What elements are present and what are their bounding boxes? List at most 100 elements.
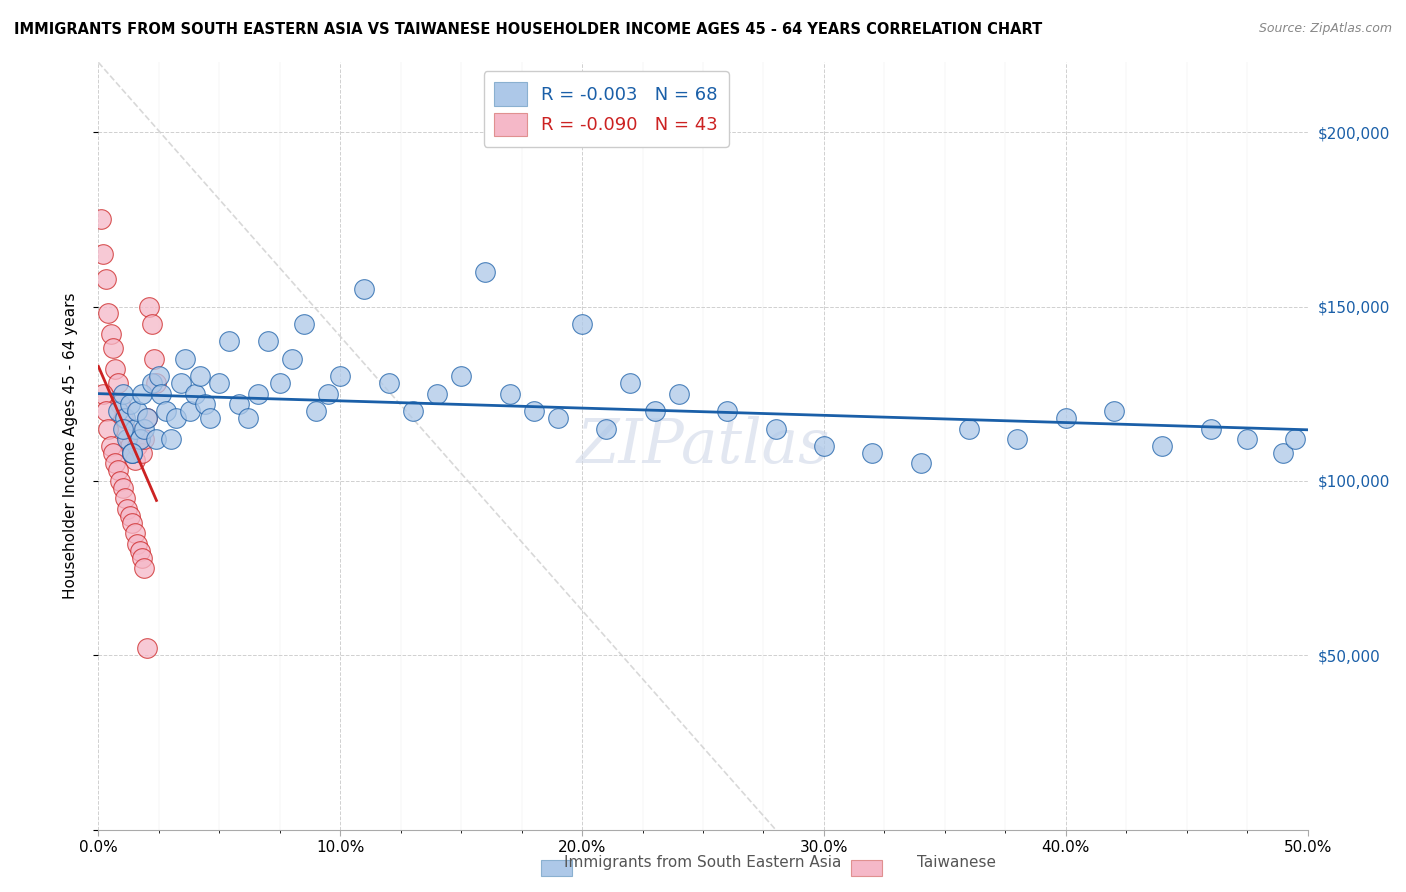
Point [169,376,191,391]
Point [547,411,569,425]
Point [138,300,160,314]
Point [716,404,738,418]
Point [238,411,260,425]
Point [281,351,304,366]
Point [208,376,231,391]
Point [1284,432,1306,446]
Point [100,439,122,453]
Point [198,411,221,425]
Point [292,317,315,331]
Point [134,421,156,435]
Point [111,421,134,435]
Point [128,432,150,446]
Point [957,421,980,435]
Point [1152,439,1174,453]
Point [101,446,124,460]
Point [121,516,143,530]
Y-axis label: Householder Income Ages 45 - 64 years: Householder Income Ages 45 - 64 years [63,293,77,599]
Point [218,334,240,349]
Point [107,404,129,418]
Point [305,404,328,418]
Point [450,369,472,384]
Point [111,481,134,495]
Point [121,446,143,460]
Point [134,432,156,446]
Point [107,376,129,391]
Point [194,397,217,411]
Point [127,404,149,418]
Point [117,432,139,446]
Point [143,351,166,366]
Point [174,351,197,366]
Point [128,543,150,558]
Point [91,386,114,401]
Point [765,421,787,435]
Point [402,404,425,418]
FancyBboxPatch shape [541,860,572,876]
Point [498,386,520,401]
Point [124,526,146,541]
Point [111,411,134,425]
Point [94,271,117,285]
Point [101,342,124,356]
Point [135,411,157,425]
Point [1272,446,1295,460]
Point [94,404,117,418]
Point [127,536,149,550]
Legend: R = -0.003   N = 68, R = -0.090   N = 43: R = -0.003 N = 68, R = -0.090 N = 43 [484,71,728,147]
Text: Taiwanese: Taiwanese [917,855,995,870]
Point [145,432,167,446]
Point [160,432,183,446]
Point [353,282,375,296]
Point [184,386,207,401]
Point [329,369,352,384]
Point [179,404,201,418]
Point [107,463,129,477]
Point [145,376,167,391]
Point [134,561,156,575]
Point [108,474,131,488]
Point [1054,411,1077,425]
Point [114,411,136,425]
Point [118,439,141,453]
Point [124,453,146,467]
Point [100,327,122,342]
Point [104,362,127,376]
Point [131,386,153,401]
Point [148,369,170,384]
Point [571,317,593,331]
Point [111,386,134,401]
Point [269,376,291,391]
Point [121,446,143,460]
Point [118,397,141,411]
Point [104,457,127,471]
Text: ZIPatlas: ZIPatlas [576,416,830,476]
Point [117,432,139,446]
FancyBboxPatch shape [851,860,882,876]
Point [97,306,120,320]
Point [118,508,141,523]
Point [114,421,136,435]
Point [1007,432,1029,446]
Point [256,334,278,349]
Point [108,397,131,411]
Point [377,376,399,391]
Point [150,386,173,401]
Point [117,501,139,516]
Point [188,369,211,384]
Text: Source: ZipAtlas.com: Source: ZipAtlas.com [1258,22,1392,36]
Point [595,421,617,435]
Point [1236,432,1258,446]
Point [1102,404,1125,418]
Point [128,432,150,446]
Point [131,550,153,565]
Point [228,397,250,411]
Point [619,376,641,391]
Point [523,404,546,418]
Point [910,457,932,471]
Point [474,265,496,279]
Point [135,411,157,425]
Point [97,421,120,435]
Point [131,446,153,460]
Text: Immigrants from South Eastern Asia: Immigrants from South Eastern Asia [564,855,842,870]
